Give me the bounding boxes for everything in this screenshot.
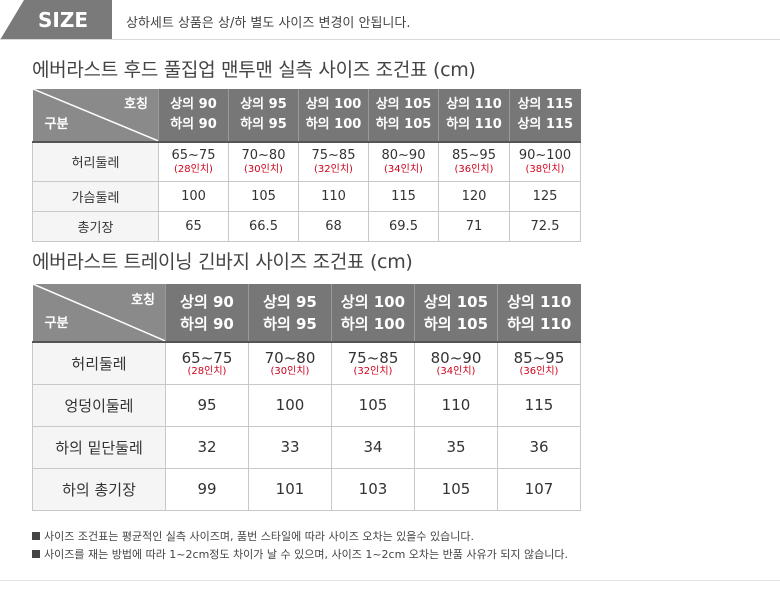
table-cell: 115 bbox=[368, 181, 439, 212]
row-label: 하의 총기장 bbox=[32, 468, 166, 511]
table-cell: 105 bbox=[414, 468, 498, 511]
table-header-row: 호칭 구분 상의 90 하의 90 상의 95 하의 95 상의 100 하의 100… bbox=[32, 89, 581, 142]
table-cell: 68 bbox=[298, 211, 369, 242]
table-cell: 80~90 (34인치) bbox=[368, 141, 439, 182]
corner-cell: 호칭 구분 bbox=[32, 284, 166, 342]
column-header: 상의 105 하의 105 bbox=[414, 284, 498, 342]
table-row: 가슴둘레 100 105 110 115 120 125 bbox=[32, 181, 581, 212]
top-banner: SIZE 상하세트 상품은 상/하 별도 사이즈 변경이 안됩니다. bbox=[0, 0, 780, 40]
table-cell: 71 bbox=[438, 211, 510, 242]
table-cell: 80~90 (34인치) bbox=[414, 341, 498, 385]
table-cell: 33 bbox=[248, 426, 332, 469]
table-cell: 101 bbox=[248, 468, 332, 511]
table-cell: 100 bbox=[248, 384, 332, 427]
bottom-table-title: 에버라스트 트레이닝 긴바지 사이즈 조건표 (cm) bbox=[32, 251, 413, 273]
table-row: 허리둘레 65~75 (28인치) 70~80 (30인치) 75~85 (32인치)… bbox=[32, 341, 581, 385]
table-cell: 70~80 (30인치) bbox=[248, 341, 332, 385]
row-label: 가슴둘레 bbox=[32, 181, 159, 212]
column-header: 상의 100 하의 100 bbox=[331, 284, 415, 342]
table-cell: 72.5 bbox=[509, 211, 581, 242]
table-cell: 36 bbox=[497, 426, 581, 469]
row-label: 허리둘레 bbox=[32, 141, 159, 182]
table-cell: 65 bbox=[158, 211, 229, 242]
note-text: 사이즈를 재는 방법에 따라 1~2cm정도 차이가 날 수 있으며, 사이즈 … bbox=[44, 548, 568, 561]
table-cell: 107 bbox=[497, 468, 581, 511]
table-row: 총기장 65 66.5 68 69.5 71 72.5 bbox=[32, 211, 581, 242]
row-label: 허리둘레 bbox=[32, 341, 166, 385]
table-cell: 103 bbox=[331, 468, 415, 511]
corner-cell: 호칭 구분 bbox=[32, 89, 159, 142]
table-row: 허리둘레 65~75 (28인치) 70~80 (30인치) 75~85 (32인치)… bbox=[32, 141, 581, 182]
table-cell: 34 bbox=[331, 426, 415, 469]
table-cell: 99 bbox=[165, 468, 249, 511]
column-header: 상의 110 하의 110 bbox=[497, 284, 581, 342]
table-cell: 85~95 (36인치) bbox=[438, 141, 510, 182]
table-cell: 120 bbox=[438, 181, 510, 212]
row-label: 엉덩이둘레 bbox=[32, 384, 166, 427]
table-cell: 105 bbox=[228, 181, 299, 212]
table-cell: 90~100 (38인치) bbox=[509, 141, 581, 182]
top-table-title: 에버라스트 후드 풀집업 맨투맨 실측 사이즈 조건표 (cm) bbox=[32, 59, 476, 81]
column-header: 상의 95 하의 95 bbox=[248, 284, 332, 342]
column-header: 상의 100 하의 100 bbox=[298, 89, 369, 142]
corner-label-size: 호칭 bbox=[124, 97, 148, 112]
table-cell: 75~85 (32인치) bbox=[298, 141, 369, 182]
diagonal-line bbox=[33, 89, 159, 141]
note-text: 사이즈 조건표는 평균적인 실측 사이즈며, 품번 스타일에 따라 사이즈 오차… bbox=[44, 530, 475, 543]
table-cell: 100 bbox=[158, 181, 229, 212]
table-cell: 35 bbox=[414, 426, 498, 469]
table-row: 하의 총기장 99 101 103 105 107 bbox=[32, 468, 581, 511]
corner-label-category: 구분 bbox=[44, 117, 69, 132]
column-header: 상의 105 하의 105 bbox=[368, 89, 439, 142]
table-cell: 110 bbox=[298, 181, 369, 212]
table-row: 엉덩이둘레 95 100 105 110 115 bbox=[32, 384, 581, 427]
table-cell: 66.5 bbox=[228, 211, 299, 242]
table-cell: 75~85 (32인치) bbox=[331, 341, 415, 385]
column-header: 상의 90 하의 90 bbox=[165, 284, 249, 342]
square-bullet-icon bbox=[32, 532, 40, 540]
table-row: 하의 밑단둘레 32 33 34 35 36 bbox=[32, 426, 581, 469]
diagonal-line bbox=[33, 284, 166, 341]
notes: 사이즈 조건표는 평균적인 실측 사이즈며, 품번 스타일에 따라 사이즈 오차… bbox=[32, 527, 568, 563]
table-cell: 115 bbox=[497, 384, 581, 427]
top-size-table: 호칭 구분 상의 90 하의 90 상의 95 하의 95 상의 100 하의 100… bbox=[32, 89, 581, 242]
table-cell: 69.5 bbox=[368, 211, 439, 242]
row-label: 하의 밑단둘레 bbox=[32, 426, 166, 469]
bottom-divider bbox=[0, 580, 780, 581]
corner-label-category: 구분 bbox=[44, 316, 69, 331]
square-bullet-icon bbox=[32, 550, 40, 558]
table-cell: 65~75 (28인치) bbox=[158, 141, 229, 182]
column-header: 상의 110 하의 110 bbox=[438, 89, 510, 142]
size-tag: SIZE bbox=[0, 0, 112, 40]
table-cell: 70~80 (30인치) bbox=[228, 141, 299, 182]
corner-label-size: 호칭 bbox=[131, 293, 155, 308]
banner-divider bbox=[0, 39, 780, 40]
column-header: 상의 115 상의 115 bbox=[509, 89, 581, 142]
table-cell: 125 bbox=[509, 181, 581, 212]
table-cell: 95 bbox=[165, 384, 249, 427]
table-cell: 32 bbox=[165, 426, 249, 469]
table-header-row: 호칭 구분 상의 90 하의 90 상의 95 하의 95 상의 100 하의 100… bbox=[32, 284, 581, 342]
column-header: 상의 95 하의 95 bbox=[228, 89, 299, 142]
bottom-size-table: 호칭 구분 상의 90 하의 90 상의 95 하의 95 상의 100 하의 100… bbox=[32, 284, 581, 511]
note-item: 사이즈 조건표는 평균적인 실측 사이즈며, 품번 스타일에 따라 사이즈 오차… bbox=[32, 527, 568, 545]
note-item: 사이즈를 재는 방법에 따라 1~2cm정도 차이가 날 수 있으며, 사이즈 … bbox=[32, 545, 568, 563]
table-cell: 85~95 (36인치) bbox=[497, 341, 581, 385]
row-label: 총기장 bbox=[32, 211, 159, 242]
table-cell: 110 bbox=[414, 384, 498, 427]
table-cell: 105 bbox=[331, 384, 415, 427]
column-header: 상의 90 하의 90 bbox=[158, 89, 229, 142]
table-cell: 65~75 (28인치) bbox=[165, 341, 249, 385]
set-notice: 상하세트 상품은 상/하 별도 사이즈 변경이 안됩니다. bbox=[126, 16, 411, 31]
